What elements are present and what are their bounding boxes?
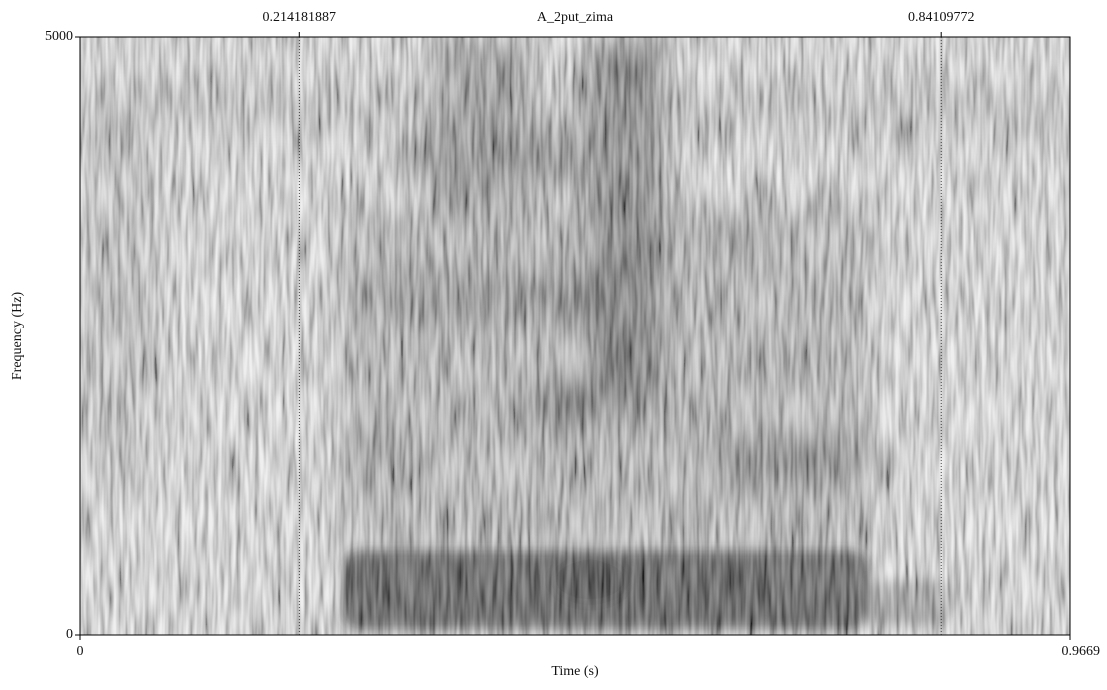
y-axis-label: Frequency (Hz) — [10, 292, 25, 381]
x-tick-label: 0.9669 — [1062, 644, 1101, 659]
spectrogram — [80, 37, 1070, 635]
x-tick-label: 0 — [77, 644, 84, 659]
y-tick-label: 5000 — [45, 29, 73, 44]
chart-title: A_2put_zima — [537, 10, 614, 25]
x-axis-label: Time (s) — [551, 664, 599, 679]
marker-label: 0.84109772 — [908, 10, 975, 25]
chart: A_2put_zima Time (s) Frequency (Hz) 0 500… — [0, 0, 1107, 690]
y-tick-label: 0 — [66, 627, 73, 642]
marker-label: 0.214181887 — [263, 10, 337, 25]
